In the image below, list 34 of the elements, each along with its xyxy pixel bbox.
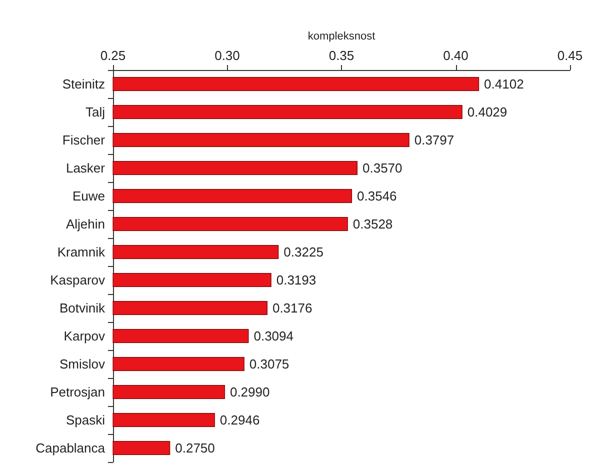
x-axis-title: kompleksnost	[308, 30, 376, 42]
y-tick-label: Aljehin	[66, 216, 105, 232]
data-label: 0.3075	[249, 356, 290, 372]
y-tick-label: Karpov	[64, 328, 106, 344]
y-tick-label: Capablanca	[36, 440, 106, 456]
data-label: 0.2750	[175, 440, 215, 456]
y-tick-label: Kasparov	[50, 272, 106, 288]
data-label: 0.3528	[352, 216, 393, 232]
x-tick-label: 0.40	[443, 48, 468, 63]
data-label: 0.3193	[276, 272, 316, 288]
y-tick-label: Smislov	[59, 356, 106, 372]
y-tick-label: Fischer	[62, 132, 106, 148]
y-tick-label: Kramnik	[57, 244, 106, 260]
data-label: 0.3176	[272, 300, 312, 316]
x-tick-label: 0.45	[557, 48, 583, 63]
data-label: 0.3546	[357, 188, 397, 204]
y-tick-label: Steinitz	[62, 76, 105, 92]
x-tick-label: 0.35	[328, 48, 354, 63]
data-label: 0.2946	[220, 412, 260, 428]
data-label: 0.3797	[414, 132, 454, 148]
x-tick-label: 0.25	[100, 48, 126, 63]
y-tick-label: Spaski	[66, 412, 106, 428]
data-label: 0.3094	[254, 328, 294, 344]
y-tick-label: Talj	[85, 104, 106, 120]
data-label: 0.3225	[284, 244, 324, 260]
data-label: 0.4029	[467, 104, 508, 120]
y-tick-label: Botvinik	[59, 300, 106, 316]
y-tick-label: Lasker	[66, 160, 106, 176]
data-label: 0.3570	[362, 160, 402, 176]
x-tick-label: 0.30	[214, 48, 240, 63]
y-tick-label: Petrosjan	[50, 384, 105, 400]
y-tick-label: Euwe	[72, 188, 105, 204]
data-label: 0.2990	[230, 384, 270, 400]
data-label: 0.4102	[484, 76, 524, 92]
